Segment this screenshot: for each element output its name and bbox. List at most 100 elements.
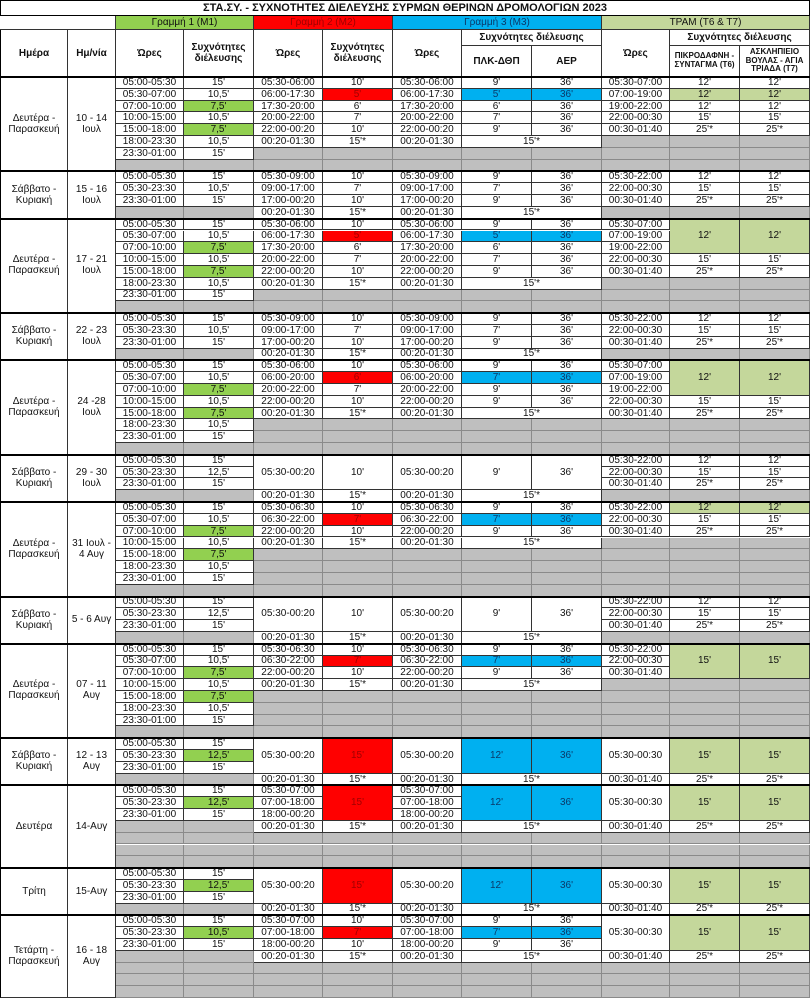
empty-cell [740, 986, 810, 998]
frequency-cell: 12' [740, 454, 810, 467]
frequency-cell: 12' [740, 596, 810, 609]
time-cell: 05:30-00:20 [254, 596, 323, 632]
frequency-cell: 12' [670, 454, 740, 467]
time-cell: 00:20-01:30 [254, 277, 323, 290]
frequency-cell: 12' [740, 313, 810, 325]
frequency-cell: 36' [532, 313, 602, 325]
frequency-cell: 00:30-01:40 [602, 124, 670, 137]
empty-cell [670, 572, 740, 585]
header-date: Ημ/νία [68, 30, 116, 77]
empty-cell [254, 431, 323, 444]
empty-cell [740, 537, 810, 550]
frequency-cell: 36' [532, 384, 602, 396]
empty-cell [462, 962, 532, 975]
empty-cell [740, 561, 810, 573]
date-label: 16 - 18 Αυγ [68, 915, 116, 998]
frequency-cell: 25'* [670, 265, 740, 278]
block-separator [0, 217, 810, 220]
frequency-cell: 15'* [462, 277, 602, 290]
empty-cell [462, 419, 532, 432]
header-t7: ΑΣΚΛΗΠΙΕΙΟ ΒΟΥΛΑΣ - ΑΓΙΑ ΤΡΙΑΔΑ (Τ7) [740, 46, 810, 77]
frequency-cell: 7' [323, 655, 393, 668]
empty-cell [462, 974, 532, 987]
frequency-cell: 15' [184, 502, 254, 514]
date-label: 29 - 30 Ιουλ [68, 454, 116, 503]
time-cell: 05:00-05:30 [116, 738, 184, 751]
empty-cell [323, 974, 393, 987]
block-separator [0, 914, 810, 917]
empty-cell [740, 844, 810, 857]
frequency-cell: 05:30-00:30 [602, 915, 670, 951]
frequency-cell: 36' [532, 77, 602, 89]
frequency-cell: 15' [740, 324, 810, 337]
empty-cell [184, 950, 254, 963]
empty-cell [602, 962, 670, 975]
header-m1-hours: Ώρες [116, 30, 184, 77]
empty-cell [462, 431, 532, 444]
date-label: 22 - 23 Ιουλ [68, 313, 116, 361]
frequency-cell: 9' [462, 124, 532, 137]
header-m3-hours: Ώρες [393, 30, 462, 77]
frequency-cell: 15' [740, 183, 810, 196]
empty-cell [254, 147, 323, 160]
frequency-cell: 10,5' [184, 395, 254, 408]
time-cell: 22:00-00:20 [393, 395, 462, 408]
date-label: 10 - 14 Ιουλ [68, 77, 116, 172]
time-cell: 07:00-10:00 [116, 384, 184, 396]
empty-cell [602, 549, 670, 562]
empty-cell [254, 974, 323, 987]
empty-cell [462, 147, 532, 160]
time-cell: 05:30-06:00 [254, 218, 323, 231]
frequency-cell: 15' [184, 218, 254, 231]
frequency-cell: 36' [532, 124, 602, 137]
sheet-title: ΣΤΑ.ΣΥ. - ΣΥΧΝΟΤΗΤΕΣ ΔΙΕΛΕΥΣΗΣ ΣΥΡΜΩΝ ΘΕ… [0, 0, 810, 16]
frequency-cell: 15'* [323, 820, 393, 833]
header-m3-freq: Συχνότητες διέλευσης [462, 30, 602, 46]
frequency-cell: 9' [462, 454, 532, 491]
time-cell: 18:00-00:20 [393, 938, 462, 951]
frequency-cell: 10,5' [184, 655, 254, 668]
frequency-cell: 9' [462, 596, 532, 632]
time-cell: 00:20-01:30 [393, 679, 462, 691]
block-separator [0, 867, 810, 870]
frequency-cell: 05:30-22:00 [602, 643, 670, 656]
frequency-cell: 12' [670, 77, 740, 89]
empty-cell [254, 986, 323, 998]
time-cell: 00:20-01:30 [393, 407, 462, 420]
time-cell: 20:00-22:00 [393, 254, 462, 266]
frequency-cell: 15' [670, 738, 740, 774]
frequency-cell: 7' [462, 112, 532, 125]
empty-cell [116, 950, 184, 963]
frequency-cell: 9' [462, 643, 532, 656]
time-cell: 09:00-17:00 [393, 183, 462, 196]
frequency-cell: 36' [532, 915, 602, 928]
time-cell: 06:00-17:30 [254, 88, 323, 101]
time-cell: 05:30-23:30 [116, 324, 184, 337]
empty-cell [254, 832, 323, 845]
empty-cell [602, 702, 670, 715]
frequency-cell: 10,5' [184, 183, 254, 196]
empty-cell [532, 844, 602, 857]
frequency-cell: 15' [740, 643, 810, 680]
empty-cell [393, 561, 462, 573]
frequency-cell: 15'* [462, 679, 602, 691]
frequency-cell: 7,5' [184, 124, 254, 137]
time-cell: 05:00-05:30 [116, 915, 184, 928]
frequency-cell: 25'* [670, 620, 740, 632]
header-m1-freq: Συχνότητες διέλευσης [184, 30, 254, 77]
empty-cell [254, 844, 323, 857]
empty-cell [532, 289, 602, 302]
time-cell: 00:20-01:30 [254, 407, 323, 420]
empty-cell [740, 277, 810, 290]
empty-cell [670, 679, 740, 691]
empty-cell [323, 962, 393, 975]
frequency-cell: 22:00-00:30 [602, 395, 670, 408]
frequency-cell: 10,5' [184, 277, 254, 290]
empty-cell [532, 986, 602, 998]
frequency-cell: 10' [323, 313, 393, 325]
empty-cell [532, 832, 602, 845]
time-cell: 07:00-18:00 [393, 927, 462, 939]
frequency-cell: 15' [184, 891, 254, 904]
frequency-cell: 36' [532, 183, 602, 196]
frequency-cell: 10,5' [184, 702, 254, 715]
